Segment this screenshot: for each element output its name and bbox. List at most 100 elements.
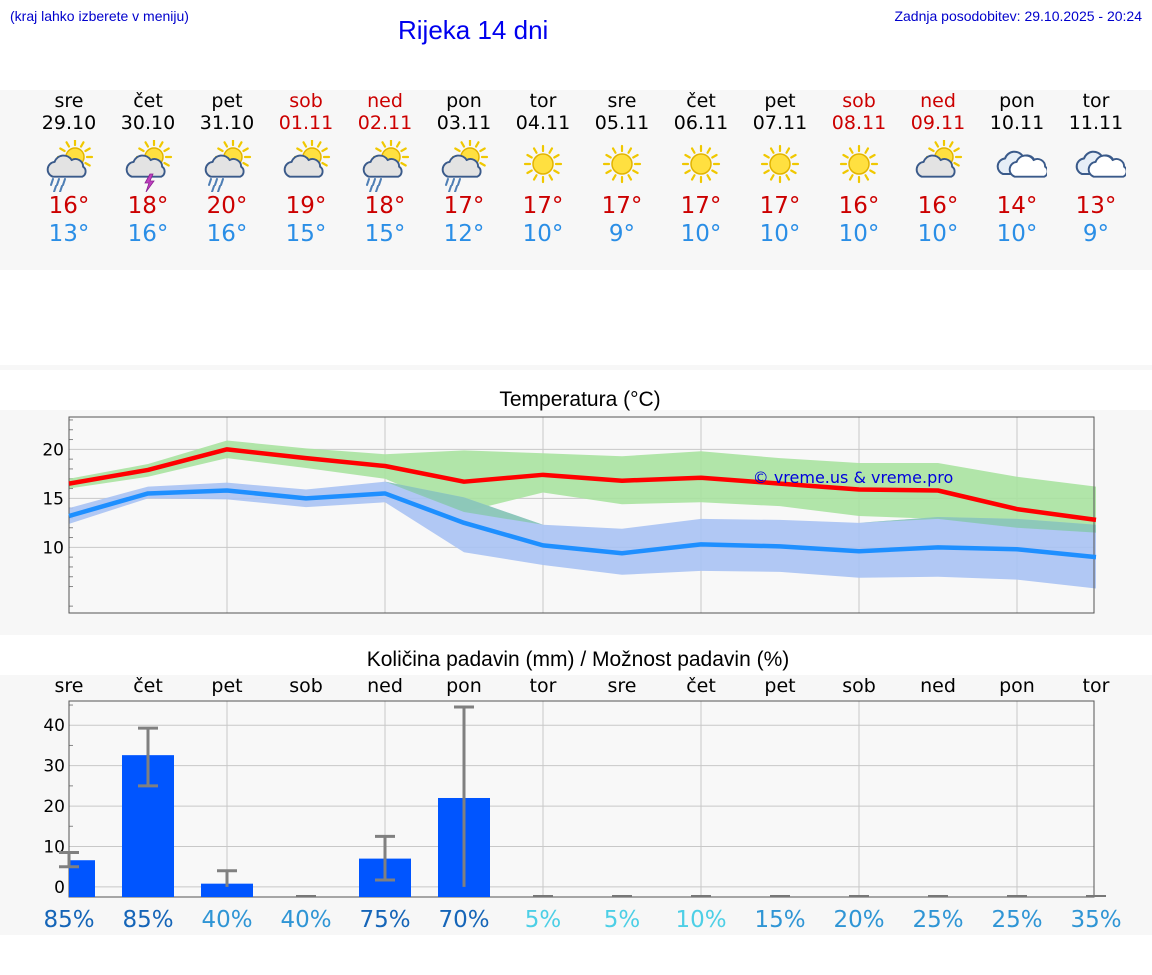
daily-forecast-panel: sre 29.10 16° 13° čet 30.10 18° 16° pet 31.10 20° 1…: [0, 90, 1152, 270]
precip-tick-label: 30: [43, 757, 65, 777]
day-name: sre: [54, 90, 84, 112]
cloud-icon: [996, 150, 1047, 178]
precip-day-label: čet: [133, 675, 163, 697]
max-temp-line: [68, 447, 1097, 523]
sun-icon: [523, 144, 563, 184]
day-date: 09.11: [910, 112, 966, 134]
temp-min: 15°: [364, 221, 406, 247]
sun-cloud-icon: [283, 140, 331, 178]
precip-probability: 35%: [1070, 907, 1121, 933]
temp-max: 18°: [364, 193, 406, 219]
forecast-day: pon 03.11 17° 12°: [424, 90, 504, 248]
sun-cloud-thunder-icon: [125, 140, 173, 192]
forecast-day: sob 08.11 16° 10°: [819, 90, 899, 248]
precipitation-chart: sre čet pet sob ned pon tor sre čet pet sob ned pon t…: [43, 675, 1121, 933]
precip-plot-border: [68, 700, 1095, 898]
temp-min: 13°: [48, 221, 90, 247]
temp-max: 16°: [838, 193, 880, 219]
cloud-icon: [1075, 150, 1126, 178]
temp-max: 18°: [127, 193, 169, 219]
precip-probability: 25%: [912, 907, 963, 933]
day-date: 30.10: [120, 112, 176, 134]
forecast-day: tor 11.11 13° 9°: [1056, 90, 1136, 248]
temp-min: 10°: [838, 221, 880, 247]
forecast-day: pon 10.11 14° 10°: [977, 90, 1057, 248]
day-date: 02.11: [357, 112, 413, 134]
sun-cloud-rain-icon: [441, 140, 489, 192]
sun-icon: [602, 144, 642, 184]
precip-day-label: tor: [1083, 675, 1110, 697]
day-name: ned: [920, 90, 956, 112]
temp-max: 19°: [285, 193, 327, 219]
watermark: © vreme.us & vreme.pro: [753, 468, 954, 487]
temp-min: 16°: [206, 221, 248, 247]
day-date: 06.11: [673, 112, 729, 134]
temperature-tick-label: 10: [42, 538, 64, 558]
sun-icon: [681, 144, 721, 184]
precip-day-label: tor: [530, 675, 557, 697]
page-title: Rijeka 14 dni: [398, 15, 549, 45]
precip-day-label: ned: [920, 675, 956, 697]
precip-probability: 75%: [359, 907, 410, 933]
day-date: 29.10: [41, 112, 97, 134]
temp-max: 16°: [917, 193, 959, 219]
precip-probability: 40%: [201, 907, 252, 933]
day-date: 04.11: [515, 112, 571, 134]
precip-day-label: pet: [211, 675, 242, 697]
precip-tick-label: 40: [43, 716, 65, 736]
precip-probability: 85%: [122, 907, 173, 933]
sun-icon: [839, 144, 879, 184]
temp-min: 10°: [522, 221, 564, 247]
temp-max: 17°: [680, 193, 722, 219]
temp-min: 16°: [127, 221, 169, 247]
forecast-day: čet 06.11 17° 10°: [661, 90, 741, 248]
precip-probability: 40%: [280, 907, 331, 933]
forecast-day: čet 30.10 18° 16°: [108, 90, 188, 248]
temperature-tick-label: 20: [42, 440, 64, 460]
sun-cloud-icon: [915, 140, 963, 178]
forecast-day: pet 31.10 20° 16°: [187, 90, 267, 248]
precip-probability: 70%: [438, 907, 489, 933]
day-name: pet: [211, 90, 243, 112]
temp-max: 17°: [522, 193, 564, 219]
sun-cloud-rain-icon: [46, 140, 94, 192]
precip-probability: 10%: [675, 907, 726, 933]
precip-tick-label: 10: [43, 837, 65, 857]
temp-max: 13°: [1075, 193, 1117, 219]
precip-day-label: pet: [764, 675, 795, 697]
precip-day-label: sob: [289, 675, 323, 697]
temperature-chart-title: Temperatura (°C): [499, 388, 661, 411]
temp-min: 15°: [285, 221, 327, 247]
temp-min: 10°: [996, 221, 1038, 247]
precip-day-label: sre: [608, 675, 637, 697]
day-name: pet: [764, 90, 796, 112]
precip-day-label: čet: [686, 675, 716, 697]
precip-probability: 20%: [833, 907, 884, 933]
temp-min: 9°: [1082, 221, 1110, 247]
sun-cloud-rain-icon: [362, 140, 410, 192]
temp-min: 12°: [443, 221, 485, 247]
day-date: 03.11: [436, 112, 492, 134]
temp-min: 10°: [680, 221, 722, 247]
day-date: 01.11: [278, 112, 334, 134]
day-date: 31.10: [199, 112, 255, 134]
precip-tick-label: 20: [43, 797, 65, 817]
precip-probability: 5%: [525, 907, 562, 933]
precip-probability: 15%: [754, 907, 805, 933]
forecast-day: ned 09.11 16° 10°: [898, 90, 978, 248]
day-name: sob: [842, 90, 876, 112]
temperature-chart: 10 15 20 © vreme.us & vreme.pro: [42, 416, 1097, 614]
temp-max: 20°: [206, 193, 248, 219]
temperature-tick-label: 15: [42, 489, 64, 509]
precip-day-label: sre: [55, 675, 84, 697]
day-name: ned: [367, 90, 403, 112]
forecast-day: pet 07.11 17° 10°: [740, 90, 820, 248]
max-temp-range-band: [69, 440, 1096, 533]
forecast-day: sre 05.11 17° 9°: [582, 90, 662, 248]
min-temp-range-band: [69, 481, 1096, 589]
day-name: pon: [999, 90, 1035, 112]
day-date: 11.11: [1068, 112, 1124, 134]
sun-icon: [760, 144, 800, 184]
forecast-day: sre 29.10 16° 13°: [29, 90, 109, 248]
temp-max: 14°: [996, 193, 1038, 219]
